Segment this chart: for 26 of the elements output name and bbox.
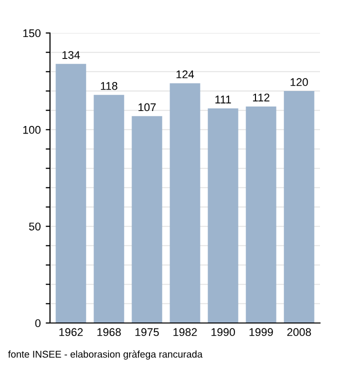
data-label: 118 <box>100 82 118 90</box>
data-label: 107 <box>138 103 156 112</box>
y-tick-label: 100 <box>23 126 41 134</box>
y-tick-label: 50 <box>29 222 41 230</box>
x-tick-label: 1968 <box>97 328 121 336</box>
source-note: fonte INSEE - elaborasion gràfega rancurada <box>8 350 203 360</box>
bar <box>94 94 124 323</box>
bar <box>208 108 238 323</box>
data-label: 120 <box>290 78 308 86</box>
data-label: 134 <box>62 51 80 59</box>
bar <box>56 64 86 323</box>
data-label: 112 <box>253 94 270 102</box>
bar <box>170 83 200 323</box>
y-tick-label: 0 <box>35 319 41 328</box>
data-label: 124 <box>176 70 194 78</box>
x-tick-label: 2008 <box>287 328 311 336</box>
y-tick-label: 150 <box>23 29 41 38</box>
x-tick-label: 1962 <box>59 328 83 336</box>
x-tick-label: 1999 <box>250 328 273 336</box>
data-label: 111 <box>215 96 231 104</box>
x-tick-label: 1975 <box>135 328 159 336</box>
x-tick-label: 1982 <box>173 328 197 336</box>
bar <box>132 116 162 323</box>
x-tick-label: 1990 <box>212 328 235 336</box>
bar <box>246 106 276 323</box>
bar <box>284 91 314 323</box>
